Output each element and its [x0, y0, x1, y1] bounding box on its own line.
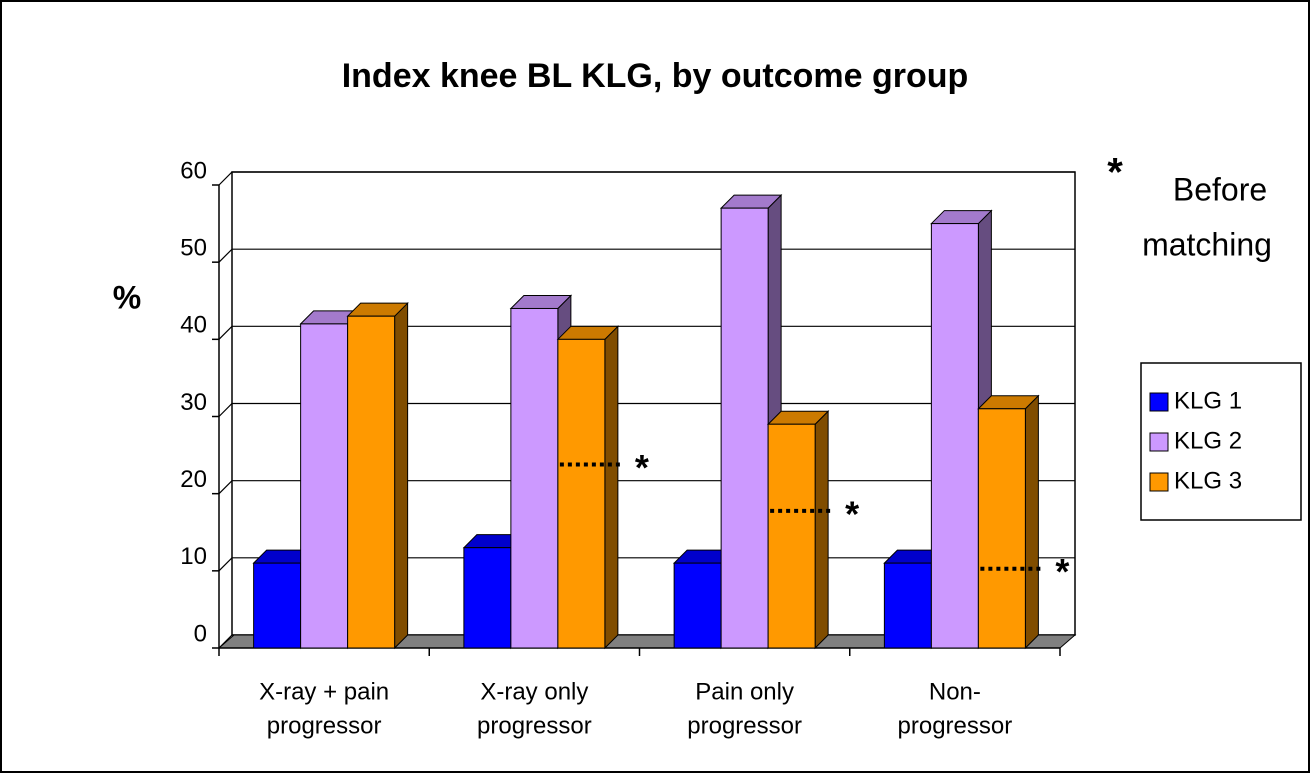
legend-swatch [1149, 432, 1169, 452]
y-tick-label: 0 [194, 620, 207, 647]
bar-front [463, 547, 512, 649]
x-tick-label: progressor [687, 712, 802, 739]
legend-swatch [1149, 472, 1169, 492]
bar-front [300, 323, 349, 649]
x-tick-label: X-ray + pain [259, 678, 389, 705]
grid-line [218, 325, 1075, 340]
y-axis-label: % [113, 279, 141, 315]
legend-swatch [1149, 392, 1169, 412]
bar [766, 410, 830, 650]
bar [556, 325, 620, 650]
annotation-symbol: * [1107, 151, 1123, 195]
bar-front [347, 315, 396, 649]
legend-label: KLG 2 [1174, 427, 1242, 454]
y-tick-label: 30 [180, 389, 207, 416]
x-tick-label: X-ray only [480, 678, 588, 705]
y-tick-label: 40 [180, 312, 207, 339]
annotation-text: matching [1142, 226, 1272, 262]
x-tick-label: Pain only [695, 678, 794, 705]
bar-side [604, 325, 619, 650]
bar-front [510, 307, 559, 649]
bar-front [673, 562, 722, 649]
before-matching-symbol: * [1055, 551, 1069, 592]
bar-side [394, 301, 409, 650]
bar [346, 301, 409, 650]
chart-title: Index knee BL KLG, by outcome group [342, 57, 969, 95]
bar-front [883, 562, 932, 649]
y-tick-label: 10 [180, 543, 207, 570]
before-matching-symbol: * [845, 493, 859, 534]
annotation-text: Before [1173, 171, 1267, 207]
y-tick-label: 60 [180, 157, 207, 184]
bar [977, 394, 1040, 650]
x-tick-label: progressor [477, 712, 592, 739]
x-tick-label: progressor [898, 712, 1013, 739]
y-tick-label: 50 [180, 235, 207, 262]
x-tick-label: progressor [267, 712, 382, 739]
before-matching-symbol: * [635, 447, 649, 488]
legend-label: KLG 3 [1174, 467, 1242, 494]
bar-front [977, 408, 1026, 649]
y-tick-label: 20 [180, 466, 207, 493]
bar-side [1024, 394, 1039, 650]
grid-line [218, 171, 1075, 186]
x-tick-label: Non- [929, 678, 981, 705]
legend-label: KLG 1 [1174, 387, 1242, 414]
bar-front [557, 338, 606, 649]
grid-line [218, 248, 1075, 263]
bar-front [720, 207, 769, 649]
bar-side [814, 410, 829, 650]
legend: KLG 1 KLG 2 KLG 3 [1140, 362, 1302, 521]
bar-front [253, 562, 302, 649]
bar-front [930, 223, 979, 649]
bar-front [767, 423, 816, 649]
grid-line [218, 402, 1075, 417]
